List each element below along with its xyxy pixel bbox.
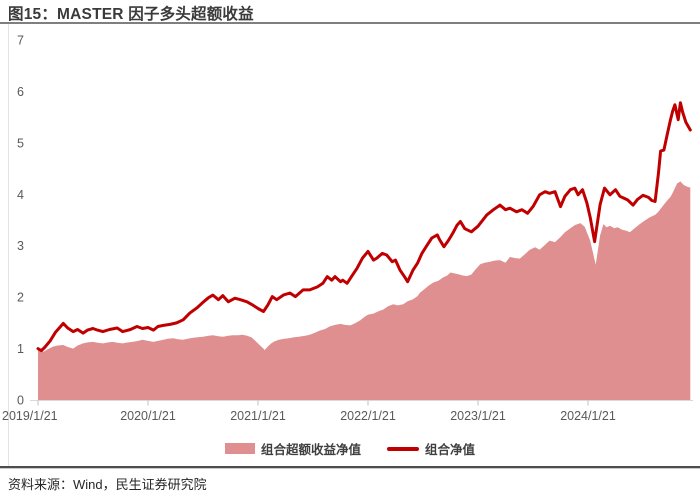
area-series-swatch xyxy=(224,443,255,454)
figure-title: 图15：MASTER 因子多头超额收益 xyxy=(8,6,254,23)
line-series-swatch xyxy=(387,446,419,451)
legend-label-excess-return: 组合超额收益净值 xyxy=(260,443,361,457)
x-tick-label: 2021/1/21 xyxy=(230,409,286,423)
y-tick-label: 4 xyxy=(17,188,24,202)
x-tick-label: 2024/1/21 xyxy=(560,409,616,423)
y-tick-label: 5 xyxy=(17,136,24,150)
line-series xyxy=(36,101,692,353)
y-tick-label: 3 xyxy=(17,239,24,253)
chart-legend: 组合超额收益净值 组合净值 xyxy=(0,439,700,458)
footer-rule xyxy=(0,466,700,469)
legend-item-net-value: 组合净值 xyxy=(387,439,475,458)
title-underline xyxy=(0,22,700,24)
x-tick-label: 2022/1/21 xyxy=(340,409,396,423)
y-tick-label: 6 xyxy=(17,85,24,99)
y-tick-label: 7 xyxy=(17,34,24,48)
x-tick-label: 2023/1/21 xyxy=(450,409,506,423)
x-tick-label: 2020/1/21 xyxy=(120,409,176,423)
y-tick-label: 0 xyxy=(17,394,24,408)
legend-item-excess-return: 组合超额收益净值 xyxy=(224,439,361,458)
area-series xyxy=(38,181,691,400)
x-tick-label: 2019/1/21 xyxy=(2,409,58,423)
y-tick-label: 2 xyxy=(17,291,24,305)
legend-label-net-value: 组合净值 xyxy=(425,443,476,457)
source-note: 资料来源：Wind，民生证券研究院 xyxy=(8,477,207,492)
y-tick-label: 1 xyxy=(17,342,24,356)
cell-left-border xyxy=(8,24,9,466)
plot-svg: 0 1 2 3 4 5 6 7 2019/1/21 2020/1/21 2021/1/21 2022/… xyxy=(2,34,693,423)
